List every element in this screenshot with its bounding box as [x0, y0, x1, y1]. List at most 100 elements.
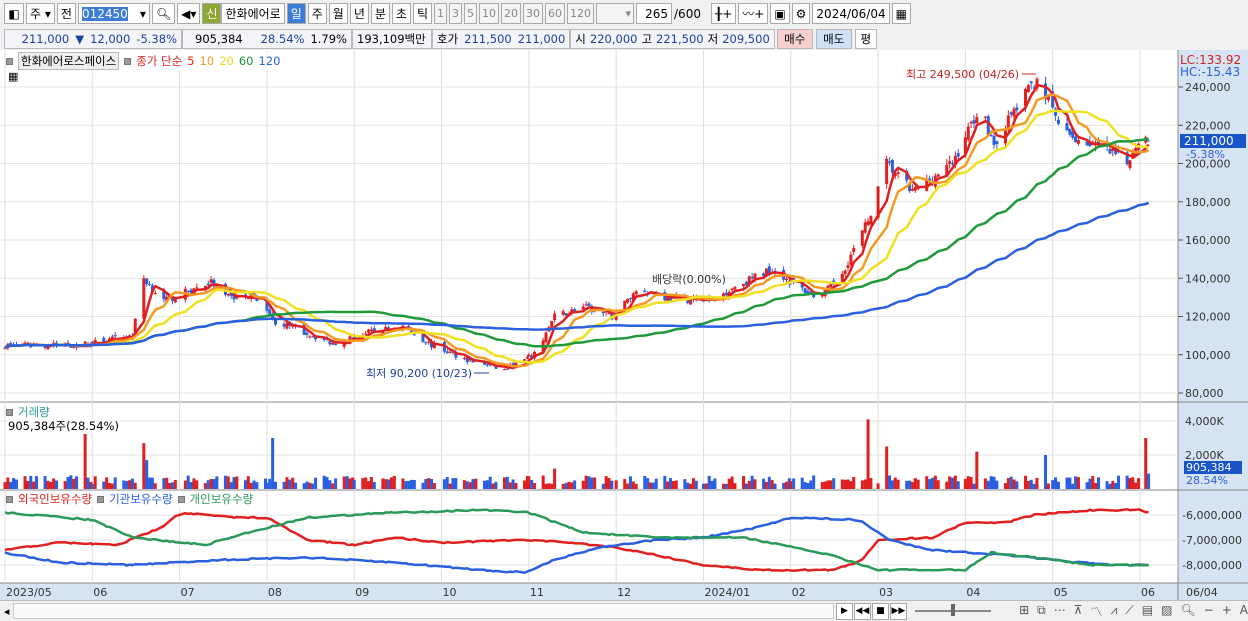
count-input[interactable]: 265	[636, 3, 673, 24]
volume-bar	[710, 480, 714, 489]
volume-bar	[1111, 481, 1115, 489]
play-icon[interactable]: ▶	[835, 602, 853, 620]
tab-day[interactable]: 일	[286, 3, 306, 24]
volume-bar	[271, 438, 275, 489]
volume-bar	[322, 475, 326, 489]
period-select[interactable]: 주 ▾	[26, 3, 55, 24]
interval-dropdown[interactable]: ▾	[596, 3, 635, 24]
high: 221,500	[656, 31, 704, 46]
rewind-icon[interactable]: ◀◀	[853, 602, 871, 620]
candle	[1046, 95, 1050, 101]
chart-tool-icon[interactable]: ⟋	[1125, 602, 1134, 617]
scrollbar[interactable]	[13, 603, 834, 619]
tab-tick[interactable]: 틱	[412, 3, 433, 24]
candle	[1114, 147, 1118, 155]
volume-bar	[302, 483, 306, 489]
volume-bar	[107, 482, 111, 489]
overlay-icon[interactable]: ⧉	[1037, 602, 1046, 617]
volume-bar	[646, 478, 650, 489]
candle	[866, 221, 870, 226]
label: 905,384	[1186, 461, 1232, 474]
window-icon[interactable]: ◧	[4, 3, 24, 24]
fast-forward-icon[interactable]: ▶▶	[889, 602, 907, 620]
wave-icon[interactable]: 〽	[1090, 604, 1103, 619]
prev-button[interactable]: 전	[56, 3, 76, 24]
speaker-icon[interactable]: ◀▾	[177, 3, 201, 24]
scroll-left-icon[interactable]: ◂	[3, 604, 10, 618]
interval-60[interactable]: 60	[545, 3, 566, 24]
volume-bar	[669, 478, 673, 489]
gear-icon[interactable]: ⚙	[791, 3, 811, 24]
open-label: 시	[575, 31, 586, 46]
compare-icon[interactable]: ▨	[1161, 602, 1173, 617]
tab-week[interactable]: 주	[307, 3, 327, 24]
volume-bar	[255, 482, 259, 489]
tab-month[interactable]: 월	[328, 3, 348, 24]
volume-bar	[573, 480, 577, 489]
interval-120[interactable]: 120	[567, 3, 595, 24]
interval-20[interactable]: 20	[501, 3, 522, 24]
volume-bar	[945, 481, 949, 489]
volume-bar	[26, 481, 30, 489]
label: 08	[268, 586, 282, 599]
interval-30[interactable]: 30	[523, 3, 544, 24]
interval-1[interactable]: 1	[434, 3, 448, 24]
volume-bar	[860, 480, 864, 489]
candle	[142, 278, 146, 319]
candle	[840, 273, 844, 283]
candle	[1068, 128, 1072, 135]
layout-icon[interactable]: ⊞	[1019, 602, 1030, 617]
dotted-icon[interactable]: ⋯	[1053, 602, 1066, 617]
search-icon[interactable]: 🔍︎	[151, 3, 176, 24]
volume-bar	[3, 482, 7, 489]
sell-button[interactable]: 매도	[815, 28, 852, 49]
interval-3[interactable]: 3	[449, 3, 463, 24]
save-icon[interactable]: ▣	[770, 3, 790, 24]
candle	[1006, 115, 1010, 130]
text-icon[interactable]: A	[1239, 602, 1248, 617]
chart-area[interactable]: 2023/05 06 07 08 09 10 11 12 2024/01 02 03 04 05 06 06…	[0, 50, 1248, 600]
date-input[interactable]: 2024/06/04	[812, 3, 890, 24]
buy-button[interactable]: 매수	[776, 28, 813, 49]
volume-bar	[305, 481, 309, 489]
candle	[364, 333, 368, 335]
volume-bar	[863, 479, 867, 489]
avg-button[interactable]: 평	[854, 28, 877, 49]
candle	[966, 126, 970, 140]
grid-icon[interactable]: ▦	[8, 70, 19, 83]
plus-icon[interactable]: +	[1221, 602, 1232, 617]
volume-bar	[888, 475, 892, 489]
candle	[663, 292, 667, 301]
stock-name[interactable]: 한화에어로	[221, 3, 285, 24]
speed-slider[interactable]	[914, 604, 992, 616]
candle	[195, 287, 199, 289]
code-input[interactable]: 012450 ▾	[77, 3, 150, 24]
chart-svg[interactable]: 2023/05 06 07 08 09 10 11 12 2024/01 02 03 04 05 06 06…	[0, 50, 1248, 600]
candle	[983, 116, 987, 118]
volume-bar	[145, 460, 149, 489]
line-add-icon[interactable]: 〰+	[738, 3, 769, 24]
candle	[1074, 136, 1078, 143]
volume-bar	[587, 476, 591, 489]
bar-tool-icon[interactable]: ▤	[1141, 602, 1154, 617]
stock-label[interactable]: 한화에어로스페이스	[18, 52, 120, 70]
tab-year[interactable]: 년	[349, 3, 369, 24]
candle-add-icon[interactable]: ╂+	[710, 3, 737, 24]
calendar-icon[interactable]: ▦	[891, 3, 911, 24]
minus-icon[interactable]: −	[1203, 602, 1214, 617]
candle	[206, 283, 210, 286]
tab-minute[interactable]: 분	[370, 3, 390, 24]
candle	[1032, 87, 1036, 89]
stop-icon[interactable]: ■	[871, 602, 889, 620]
candle	[505, 368, 509, 370]
trend-icon[interactable]: ⊼	[1073, 602, 1083, 617]
tab-second[interactable]: 초	[391, 3, 411, 24]
zoom-icon[interactable]: 🔍︎	[1180, 602, 1196, 617]
line-icon[interactable]: ⩘	[1110, 602, 1118, 617]
candle	[953, 155, 957, 166]
interval-10[interactable]: 10	[479, 3, 500, 24]
interval-5[interactable]: 5	[464, 3, 478, 24]
candle	[113, 335, 117, 337]
label: 220,000	[1185, 119, 1231, 132]
candle	[860, 230, 864, 246]
